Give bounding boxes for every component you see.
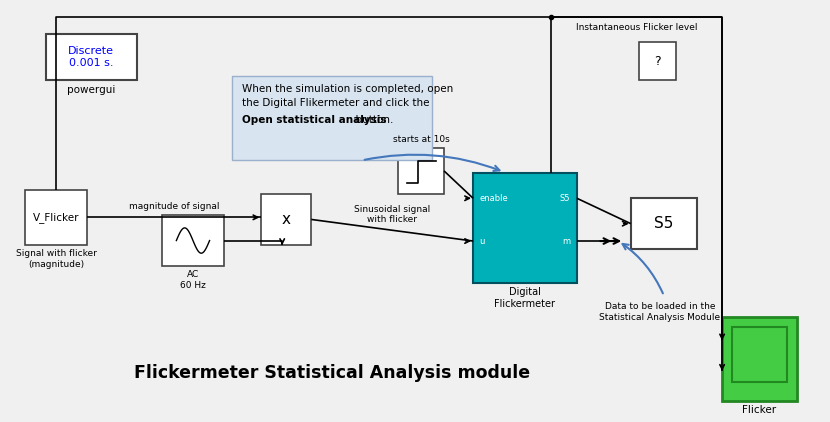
Text: Digital
Flickermeter: Digital Flickermeter bbox=[495, 287, 555, 309]
FancyBboxPatch shape bbox=[732, 327, 787, 382]
FancyBboxPatch shape bbox=[639, 42, 676, 80]
Text: Discrete
0.001 s.: Discrete 0.001 s. bbox=[68, 46, 115, 68]
Text: powergui: powergui bbox=[67, 85, 115, 95]
FancyBboxPatch shape bbox=[631, 198, 697, 249]
FancyBboxPatch shape bbox=[232, 76, 432, 160]
Text: magnitude of signal: magnitude of signal bbox=[129, 202, 220, 211]
FancyBboxPatch shape bbox=[722, 316, 797, 401]
Text: x: x bbox=[282, 212, 290, 227]
Text: Flickermeter Statistical Analysis module: Flickermeter Statistical Analysis module bbox=[134, 365, 530, 382]
Text: AC
60 Hz: AC 60 Hz bbox=[180, 270, 206, 290]
Text: S5: S5 bbox=[654, 216, 674, 231]
Text: Sinusoidal signal
with flicker: Sinusoidal signal with flicker bbox=[354, 205, 430, 224]
Text: Signal with flicker
(magnitude): Signal with flicker (magnitude) bbox=[16, 249, 96, 269]
FancyBboxPatch shape bbox=[473, 173, 577, 283]
Text: ?: ? bbox=[655, 55, 661, 68]
FancyBboxPatch shape bbox=[261, 194, 311, 245]
Text: Data to be loaded in the
Statistical Analysis Module: Data to be loaded in the Statistical Ana… bbox=[599, 302, 720, 322]
FancyBboxPatch shape bbox=[162, 215, 224, 266]
Text: Open statistical analysis: Open statistical analysis bbox=[242, 115, 387, 125]
FancyBboxPatch shape bbox=[398, 148, 444, 194]
Text: m: m bbox=[562, 237, 570, 246]
Text: button.: button. bbox=[349, 115, 393, 125]
Text: S5: S5 bbox=[559, 194, 570, 203]
Text: u: u bbox=[480, 237, 485, 246]
Text: enable: enable bbox=[480, 194, 509, 203]
FancyBboxPatch shape bbox=[25, 190, 87, 245]
Text: Instantaneous Flicker level: Instantaneous Flicker level bbox=[576, 23, 697, 32]
Text: Flicker: Flicker bbox=[742, 405, 777, 415]
FancyBboxPatch shape bbox=[46, 34, 137, 80]
Text: V_Flicker: V_Flicker bbox=[32, 212, 80, 223]
Text: When the simulation is completed, open
the Digital Flikermeter and click the: When the simulation is completed, open t… bbox=[242, 84, 454, 108]
Text: starts at 10s: starts at 10s bbox=[393, 135, 450, 144]
